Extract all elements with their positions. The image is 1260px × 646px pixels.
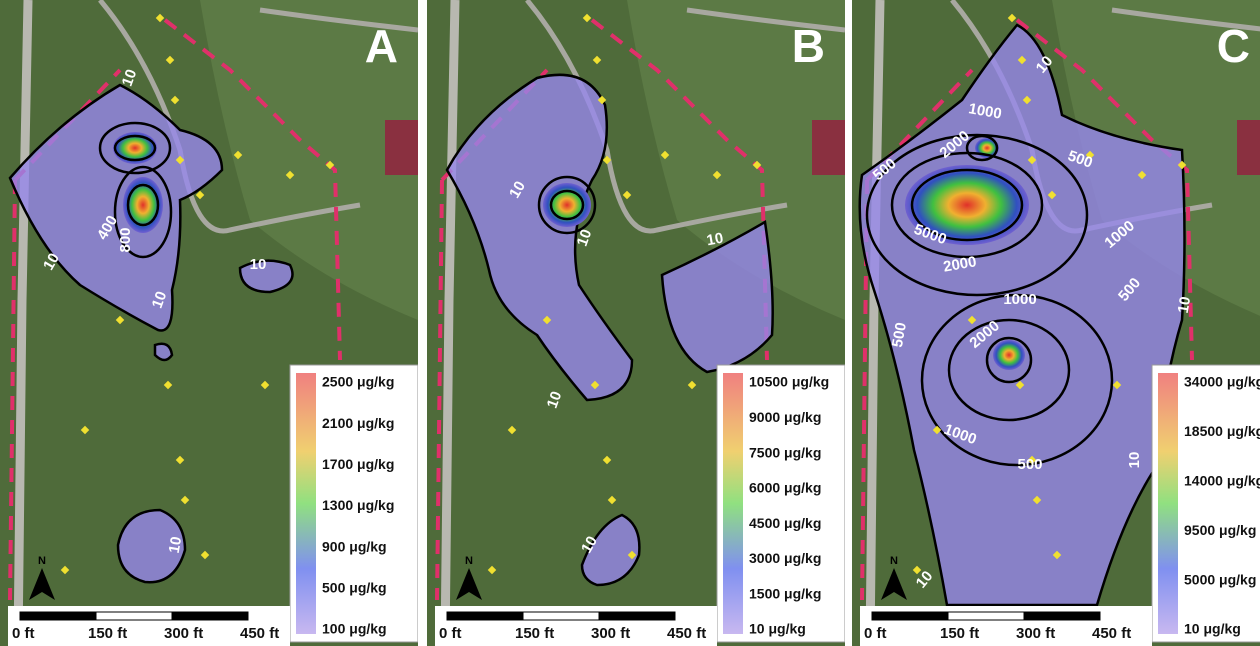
concentration-area: [155, 344, 172, 360]
scale-label: 0 ft: [12, 625, 35, 642]
contour-label: 1000: [1003, 291, 1036, 308]
scale-label: 150 ft: [940, 625, 979, 642]
building: [812, 120, 845, 175]
legend-label: 5000 μg/kg: [1184, 571, 1256, 587]
contour-label: 10: [1175, 295, 1195, 314]
north-label: N: [890, 555, 898, 567]
legend-label: 9000 μg/kg: [749, 409, 821, 425]
scale-label: 0 ft: [864, 625, 887, 642]
north-label: N: [38, 555, 46, 567]
figure: 1010400800101010A2500 μg/kg2100 μg/kg170…: [0, 0, 1260, 646]
scale-segment: [599, 612, 675, 620]
legend-label: 10 μg/kg: [749, 621, 806, 637]
scale-label: 150 ft: [515, 625, 554, 642]
legend-label: 7500 μg/kg: [749, 444, 821, 460]
scale-label: 450 ft: [240, 625, 279, 642]
scale-label: 450 ft: [1092, 625, 1131, 642]
scale-label: 300 ft: [591, 625, 630, 642]
legend-label: 9500 μg/kg: [1184, 522, 1256, 538]
scale-segment: [96, 612, 172, 620]
contour-label: 10: [166, 535, 186, 554]
legend-label: 4500 μg/kg: [749, 515, 821, 531]
legend-label: 6000 μg/kg: [749, 480, 821, 496]
scale-label: 300 ft: [164, 625, 203, 642]
map-panel: 1010002000500500100050002000500100020005…: [852, 0, 1260, 646]
scale-label: 300 ft: [1016, 625, 1055, 642]
legend-label: 1700 μg/kg: [322, 456, 394, 472]
legend-label: 2100 μg/kg: [322, 415, 394, 431]
scale-segment: [172, 612, 248, 620]
contour-label: 800: [117, 227, 134, 252]
scale-segment: [523, 612, 599, 620]
panel-label: C: [1217, 20, 1250, 72]
panel-label: A: [365, 20, 398, 72]
legend-colorbar: [1158, 373, 1178, 634]
contour-label: 10: [250, 256, 267, 273]
legend-label: 100 μg/kg: [322, 621, 387, 637]
scale-segment: [447, 612, 523, 620]
scale-label: 450 ft: [667, 625, 706, 642]
legend-label: 1300 μg/kg: [322, 497, 394, 513]
legend-colorbar: [723, 373, 743, 634]
scale-label: 150 ft: [88, 625, 127, 642]
legend-label: 900 μg/kg: [322, 538, 387, 554]
map-panel: 1010101010B10500 μg/kg9000 μg/kg7500 μg/…: [427, 0, 845, 646]
scale-label: 0 ft: [439, 625, 462, 642]
legend-label: 500 μg/kg: [322, 580, 387, 596]
concentration-hotspot: [993, 340, 1025, 370]
building: [1237, 120, 1260, 175]
legend-label: 2500 μg/kg: [322, 374, 394, 390]
contour-label: 10: [705, 230, 724, 250]
legend-label: 18500 μg/kg: [1184, 423, 1260, 439]
legend-colorbar: [296, 373, 316, 634]
scale-segment: [1024, 612, 1100, 620]
scale-segment: [20, 612, 96, 620]
contour-label: 10: [1126, 452, 1143, 469]
north-label: N: [465, 555, 473, 567]
legend-label: 14000 μg/kg: [1184, 473, 1260, 489]
contour-label: 500: [1017, 456, 1042, 473]
panel-label: B: [792, 20, 825, 72]
scale-segment: [948, 612, 1024, 620]
legend-label: 10 μg/kg: [1184, 621, 1241, 637]
legend-label: 10500 μg/kg: [749, 374, 829, 390]
legend-label: 1500 μg/kg: [749, 585, 821, 601]
legend-label: 3000 μg/kg: [749, 550, 821, 566]
legend-label: 34000 μg/kg: [1184, 374, 1260, 390]
building: [385, 120, 418, 175]
scale-segment: [872, 612, 948, 620]
